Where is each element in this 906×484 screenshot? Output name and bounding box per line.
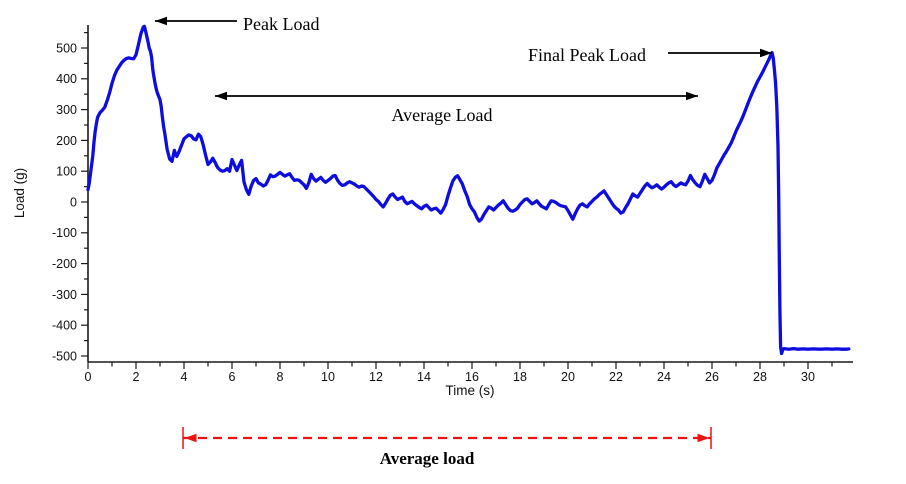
x-tick-label: 16: [465, 370, 479, 384]
arrowhead: [760, 48, 772, 58]
peak-load-annotation: [155, 16, 237, 26]
y-tick-label: -300: [52, 288, 77, 302]
y-tick-label: 300: [56, 103, 77, 117]
x-tick-label: 2: [133, 370, 140, 384]
y-tick-label: 400: [56, 72, 77, 86]
arrowhead: [697, 433, 710, 443]
x-tick-label: 14: [417, 370, 431, 384]
x-tick-label: 18: [513, 370, 527, 384]
arrowhead: [215, 91, 227, 101]
average-load-span-annotation: [215, 91, 698, 101]
arrowhead: [155, 16, 167, 26]
final-peak-load-annotation: [668, 48, 772, 58]
x-tick-label: 30: [801, 370, 815, 384]
x-tick-label: 22: [609, 370, 623, 384]
x-tick-label: 26: [705, 370, 719, 384]
load-trace: [86, 24, 851, 356]
average-load-measure-label: Average load: [380, 449, 475, 468]
y-tick-label: 100: [56, 165, 77, 179]
y-tick-label: -100: [52, 226, 77, 240]
x-tick-label: 4: [181, 370, 188, 384]
x-axis-title: Time (s): [446, 383, 495, 398]
y-tick-label: 0: [70, 195, 77, 209]
y-tick-label: 500: [56, 41, 77, 55]
x-tick-label: 8: [277, 370, 284, 384]
average-load-measure-annotation: [182, 427, 712, 449]
y-tick-label: -500: [52, 349, 77, 363]
arrowhead: [686, 91, 698, 101]
x-tick-label: 0: [85, 370, 92, 384]
y-tick-label: -400: [52, 319, 77, 333]
final-peak-load-label: Final Peak Load: [528, 45, 646, 65]
x-tick-label: 20: [561, 370, 575, 384]
trace-group: [86, 24, 851, 356]
annotation-arrows: [155, 16, 772, 449]
peak-load-label: Peak Load: [243, 14, 319, 34]
x-tick-label: 24: [657, 370, 671, 384]
x-tick-label: 28: [753, 370, 767, 384]
arrowhead: [184, 433, 197, 443]
x-tick-label: 10: [321, 370, 335, 384]
average-load-span-label: Average Load: [391, 105, 492, 125]
y-axis-title: Load (g): [12, 168, 27, 218]
y-tick-label: -200: [52, 257, 77, 271]
y-tick-label: 200: [56, 134, 77, 148]
x-tick-label: 12: [369, 370, 383, 384]
x-tick-label: 6: [229, 370, 236, 384]
